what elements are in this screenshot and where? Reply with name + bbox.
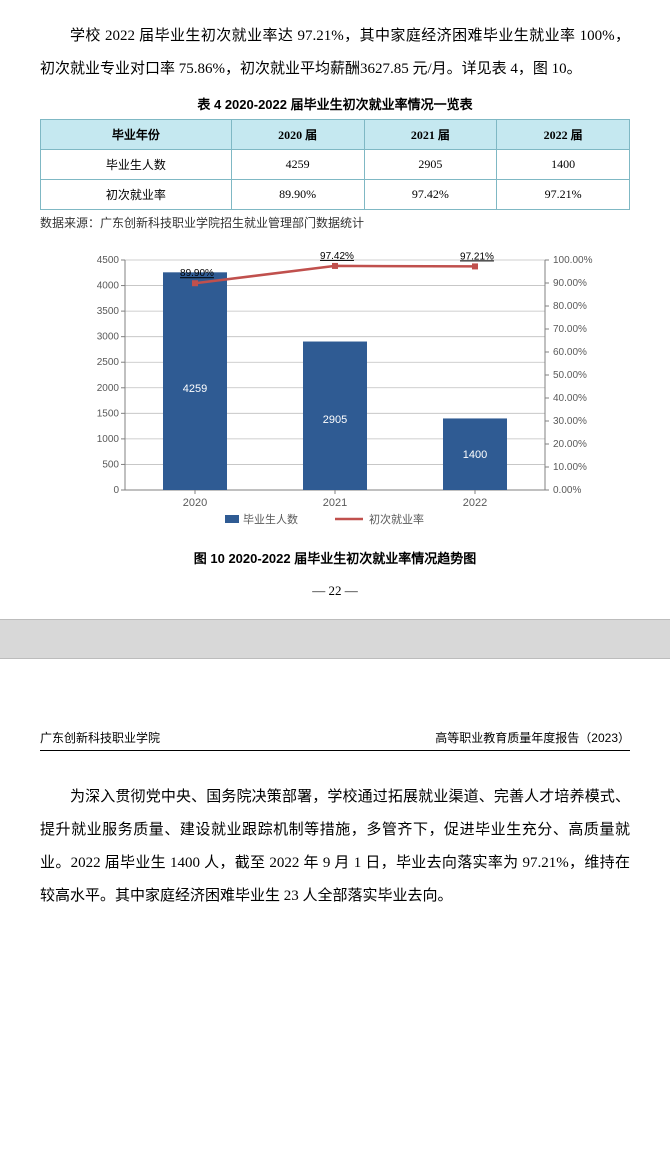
svg-text:4259: 4259 — [183, 383, 207, 395]
th-2021: 2021 届 — [364, 120, 497, 150]
svg-text:4500: 4500 — [97, 255, 120, 266]
paragraph-1: 学校 2022 届毕业生初次就业率达 97.21%，其中家庭经济困难毕业生就业率… — [40, 20, 630, 86]
th-2022: 2022 届 — [497, 120, 630, 150]
page-header: 广东创新科技职业学院 高等职业教育质量年度报告（2023） — [40, 729, 630, 751]
source-note: 数据来源：广东创新科技职业学院招生就业管理部门数据统计 — [40, 214, 630, 231]
cell: 1400 — [497, 150, 630, 180]
employment-chart: 0 500 1000 1500 2000 2500 3000 3500 4000 4500 0.00… — [70, 245, 600, 540]
cell: 89.90% — [231, 180, 364, 210]
svg-text:70.00%: 70.00% — [553, 324, 587, 335]
figure-title: 图 10 2020-2022 届毕业生初次就业率情况趋势图 — [40, 548, 630, 567]
svg-text:60.00%: 60.00% — [553, 347, 587, 358]
paragraph-2: 为深入贯彻党中央、国务院决策部署，学校通过拓展就业渠道、完善人才培养模式、提升就… — [40, 781, 630, 913]
svg-text:0.00%: 0.00% — [553, 485, 581, 496]
th-2020: 2020 届 — [231, 120, 364, 150]
cell: 97.21% — [497, 180, 630, 210]
svg-text:2905: 2905 — [323, 414, 347, 426]
cell: 4259 — [231, 150, 364, 180]
svg-text:2000: 2000 — [97, 383, 120, 394]
svg-text:1400: 1400 — [463, 449, 487, 461]
svg-text:初次就业率: 初次就业率 — [369, 512, 424, 526]
table-row: 毕业生人数 4259 2905 1400 — [41, 150, 630, 180]
svg-text:4000: 4000 — [97, 281, 120, 292]
header-left: 广东创新科技职业学院 — [40, 729, 160, 746]
svg-text:50.00%: 50.00% — [553, 370, 587, 381]
cell: 97.42% — [364, 180, 497, 210]
svg-text:2022: 2022 — [463, 497, 487, 509]
svg-text:3000: 3000 — [97, 332, 120, 343]
page-number: — 22 — — [40, 583, 630, 599]
svg-text:毕业生人数: 毕业生人数 — [243, 512, 298, 526]
svg-text:97.21%: 97.21% — [460, 251, 494, 262]
svg-text:100.00%: 100.00% — [553, 255, 593, 266]
cell: 2905 — [364, 150, 497, 180]
table-row: 初次就业率 89.90% 97.42% 97.21% — [41, 180, 630, 210]
svg-text:30.00%: 30.00% — [553, 416, 587, 427]
svg-text:0: 0 — [113, 485, 119, 496]
svg-text:2500: 2500 — [97, 357, 120, 368]
chart-svg: 0 500 1000 1500 2000 2500 3000 3500 4000 4500 0.00… — [70, 245, 600, 535]
table-title: 表 4 2020-2022 届毕业生初次就业率情况一览表 — [40, 94, 630, 113]
svg-text:2020: 2020 — [183, 497, 207, 509]
employment-table: 毕业年份 2020 届 2021 届 2022 届 毕业生人数 4259 290… — [40, 119, 630, 210]
svg-text:1000: 1000 — [97, 434, 120, 445]
svg-text:20.00%: 20.00% — [553, 439, 587, 450]
page-divider — [0, 619, 670, 659]
row-label: 毕业生人数 — [41, 150, 232, 180]
svg-text:80.00%: 80.00% — [553, 301, 587, 312]
th-year: 毕业年份 — [41, 120, 232, 150]
svg-text:1500: 1500 — [97, 408, 120, 419]
svg-text:10.00%: 10.00% — [553, 462, 587, 473]
svg-text:90.00%: 90.00% — [553, 278, 587, 289]
header-right: 高等职业教育质量年度报告（2023） — [435, 729, 630, 746]
svg-text:3500: 3500 — [97, 306, 120, 317]
svg-text:2021: 2021 — [323, 497, 347, 509]
svg-text:89.90%: 89.90% — [180, 268, 214, 279]
svg-text:40.00%: 40.00% — [553, 393, 587, 404]
svg-text:500: 500 — [102, 459, 119, 470]
row-label: 初次就业率 — [41, 180, 232, 210]
svg-text:97.42%: 97.42% — [320, 251, 354, 262]
table-header-row: 毕业年份 2020 届 2021 届 2022 届 — [41, 120, 630, 150]
